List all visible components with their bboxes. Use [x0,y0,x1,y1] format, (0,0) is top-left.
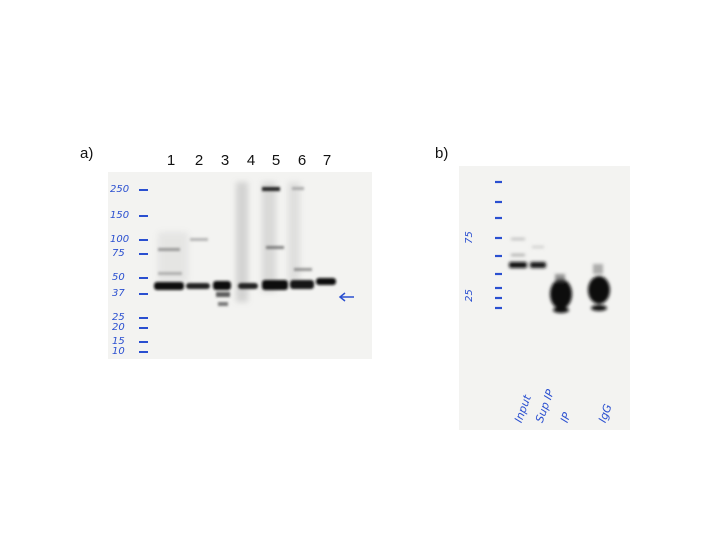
lane-number-5: 5 [271,152,281,169]
lane-number-1: 1 [166,152,176,169]
marker-label-150: 150 [110,210,130,221]
marker-label-10: 10 [112,346,125,357]
marker-label-37: 37 [112,288,125,299]
marker-label-50: 50 [112,272,125,283]
marker-label-250: 250 [110,184,130,195]
lane-number-6: 6 [297,152,307,169]
lane-number-2: 2 [194,152,204,169]
lane-number-3: 3 [220,152,230,169]
panel-a-label: a) [80,145,94,162]
marker-label-75-b: 75 [463,231,475,244]
marker-label-20: 20 [112,322,125,333]
marker-label-100: 100 [110,234,130,245]
marker-label-25-b: 25 [463,289,475,302]
marker-label-15: 15 [112,336,125,347]
arrow-left-icon [338,292,354,302]
lane-number-4: 4 [246,152,256,169]
marker-label-75: 75 [112,248,125,259]
marker-label-25: 25 [112,312,125,323]
western-blot-b [459,166,630,430]
panel-b-label: b) [435,145,449,162]
western-blot-a [108,172,372,359]
lane-number-7: 7 [322,152,332,169]
blot-b-image [495,180,610,313]
blot-a-image [139,182,354,353]
